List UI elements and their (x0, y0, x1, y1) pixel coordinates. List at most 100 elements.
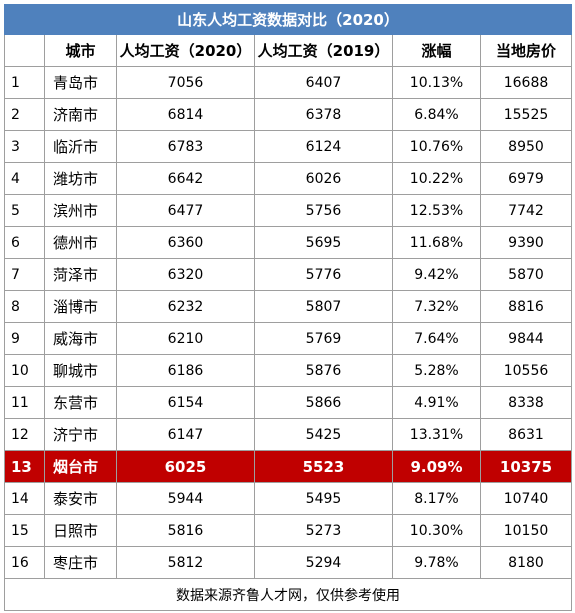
salary-table: 山东人均工资数据对比（2020） 城市 人均工资（2020） 人均工资（2019… (4, 4, 572, 611)
cell-growth: 8.17% (392, 482, 481, 515)
table-row: 2 济南市 6814 6378 6.84% 15525 (4, 98, 572, 131)
cell-city: 青岛市 (44, 66, 117, 99)
cell-wage-2020: 6232 (116, 290, 255, 323)
cell-wage-2019: 5425 (254, 418, 393, 451)
cell-wage-2020: 6642 (116, 162, 255, 195)
cell-growth: 7.64% (392, 322, 481, 355)
header-wage-2019: 人均工资（2019） (254, 34, 393, 67)
cell-wage-2020: 5944 (116, 482, 255, 515)
cell-wage-2019: 6378 (254, 98, 393, 131)
table-row: 11 东营市 6154 5866 4.91% 8338 (4, 386, 572, 419)
cell-rank: 7 (4, 258, 45, 291)
table-row: 5 滨州市 6477 5756 12.53% 7742 (4, 194, 572, 227)
cell-city: 临沂市 (44, 130, 117, 163)
cell-house-price: 9844 (480, 322, 572, 355)
cell-wage-2019: 5876 (254, 354, 393, 387)
cell-house-price: 10740 (480, 482, 572, 515)
cell-city: 济宁市 (44, 418, 117, 451)
cell-house-price: 9390 (480, 226, 572, 259)
cell-growth: 4.91% (392, 386, 481, 419)
cell-wage-2019: 5866 (254, 386, 393, 419)
cell-wage-2020: 5812 (116, 546, 255, 579)
table-row: 16 枣庄市 5812 5294 9.78% 8180 (4, 546, 572, 579)
cell-wage-2020: 5816 (116, 514, 255, 547)
cell-house-price: 10556 (480, 354, 572, 387)
cell-city: 潍坊市 (44, 162, 117, 195)
cell-rank: 12 (4, 418, 45, 451)
cell-city: 济南市 (44, 98, 117, 131)
cell-wage-2020: 6360 (116, 226, 255, 259)
cell-growth: 5.28% (392, 354, 481, 387)
cell-house-price: 5870 (480, 258, 572, 291)
table-row: 12 济宁市 6147 5425 13.31% 8631 (4, 418, 572, 451)
cell-house-price: 16688 (480, 66, 572, 99)
cell-wage-2020: 6210 (116, 322, 255, 355)
cell-wage-2020: 6814 (116, 98, 255, 131)
cell-house-price: 7742 (480, 194, 572, 227)
cell-wage-2020: 6147 (116, 418, 255, 451)
table-row: 6 德州市 6360 5695 11.68% 9390 (4, 226, 572, 259)
cell-growth: 10.22% (392, 162, 481, 195)
cell-growth: 9.42% (392, 258, 481, 291)
cell-rank: 4 (4, 162, 45, 195)
table-row: 3 临沂市 6783 6124 10.76% 8950 (4, 130, 572, 163)
cell-city: 枣庄市 (44, 546, 117, 579)
cell-city: 威海市 (44, 322, 117, 355)
header-house-price: 当地房价 (480, 34, 572, 67)
cell-city: 烟台市 (44, 450, 117, 483)
cell-city: 东营市 (44, 386, 117, 419)
cell-rank: 14 (4, 482, 45, 515)
cell-city: 菏泽市 (44, 258, 117, 291)
cell-wage-2020: 6025 (116, 450, 255, 483)
header-wage-2020: 人均工资（2020） (116, 34, 255, 67)
cell-wage-2019: 5523 (254, 450, 393, 483)
cell-wage-2019: 6124 (254, 130, 393, 163)
cell-rank: 2 (4, 98, 45, 131)
cell-rank: 15 (4, 514, 45, 547)
cell-rank: 9 (4, 322, 45, 355)
table-title: 山东人均工资数据对比（2020） (4, 4, 572, 35)
cell-house-price: 10150 (480, 514, 572, 547)
cell-house-price: 8816 (480, 290, 572, 323)
cell-city: 淄博市 (44, 290, 117, 323)
cell-city: 日照市 (44, 514, 117, 547)
cell-wage-2019: 5294 (254, 546, 393, 579)
header-row: 城市 人均工资（2020） 人均工资（2019） 涨幅 当地房价 (4, 34, 572, 67)
cell-city: 泰安市 (44, 482, 117, 515)
cell-wage-2019: 5695 (254, 226, 393, 259)
cell-rank: 11 (4, 386, 45, 419)
table-row: 4 潍坊市 6642 6026 10.22% 6979 (4, 162, 572, 195)
cell-house-price: 6979 (480, 162, 572, 195)
cell-house-price: 15525 (480, 98, 572, 131)
header-rank (4, 34, 45, 67)
cell-rank: 6 (4, 226, 45, 259)
cell-growth: 9.09% (392, 450, 481, 483)
table-body: 1 青岛市 7056 6407 10.13% 16688 2 济南市 6814 6378 6.84%… (4, 66, 572, 579)
cell-wage-2019: 5776 (254, 258, 393, 291)
cell-wage-2019: 5756 (254, 194, 393, 227)
cell-wage-2020: 6477 (116, 194, 255, 227)
table-row-highlighted: 13 烟台市 6025 5523 9.09% 10375 (4, 450, 572, 483)
cell-rank: 3 (4, 130, 45, 163)
cell-growth: 10.76% (392, 130, 481, 163)
cell-wage-2019: 5273 (254, 514, 393, 547)
cell-house-price: 8631 (480, 418, 572, 451)
table-row: 10 聊城市 6186 5876 5.28% 10556 (4, 354, 572, 387)
cell-growth: 10.13% (392, 66, 481, 99)
cell-growth: 12.53% (392, 194, 481, 227)
cell-rank: 8 (4, 290, 45, 323)
cell-house-price: 10375 (480, 450, 572, 483)
cell-wage-2020: 6320 (116, 258, 255, 291)
cell-house-price: 8180 (480, 546, 572, 579)
cell-city: 滨州市 (44, 194, 117, 227)
cell-wage-2020: 6186 (116, 354, 255, 387)
cell-wage-2019: 5495 (254, 482, 393, 515)
data-source-note: 数据来源齐鲁人才网，仅供参考使用 (4, 578, 572, 611)
cell-wage-2019: 6407 (254, 66, 393, 99)
cell-wage-2020: 7056 (116, 66, 255, 99)
cell-growth: 7.32% (392, 290, 481, 323)
cell-wage-2019: 5807 (254, 290, 393, 323)
cell-wage-2020: 6154 (116, 386, 255, 419)
header-growth: 涨幅 (392, 34, 481, 67)
header-city: 城市 (44, 34, 117, 67)
